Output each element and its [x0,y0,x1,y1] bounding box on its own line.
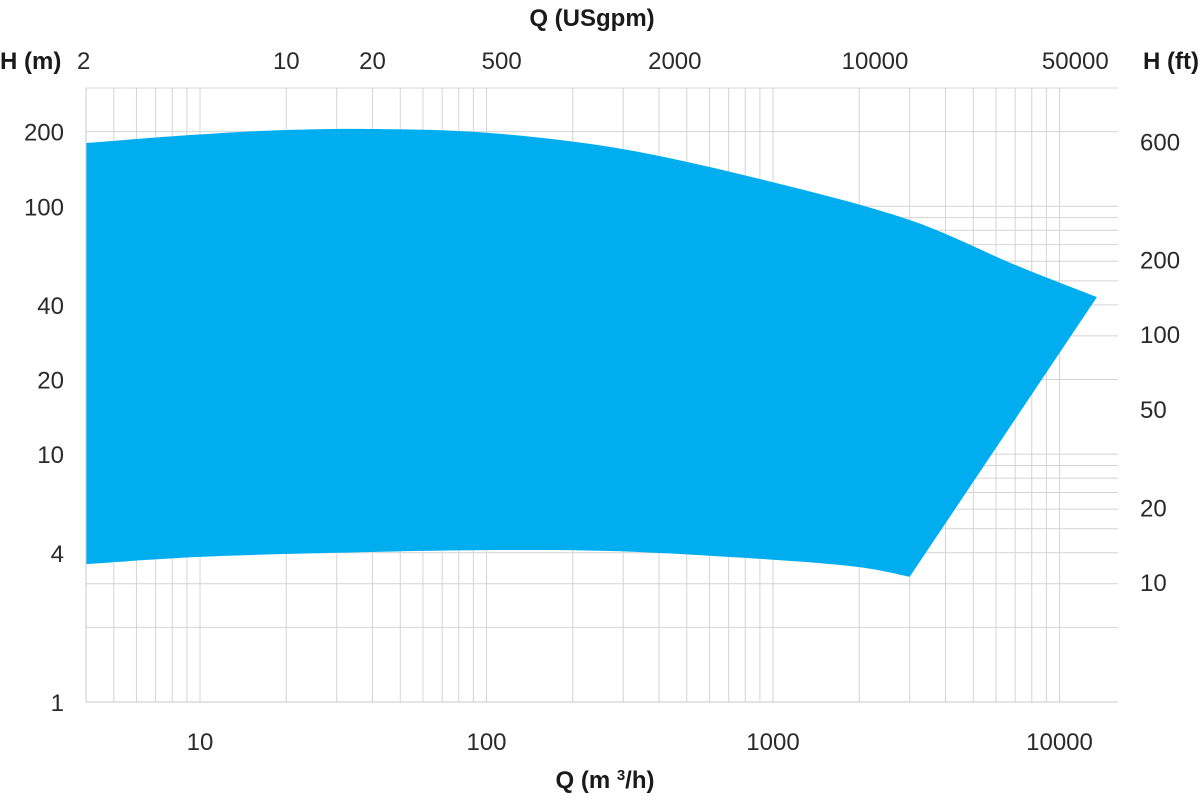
bottom-axis-title-rest: /h) [625,767,654,794]
superscript-three: 3 [617,767,625,784]
plot-frame [85,88,1118,703]
top-tick-label: 10000 [842,48,909,75]
right-tick-label: 10 [1140,570,1167,597]
bottom-axis-title-text: Q (m [555,767,610,794]
right-tick-label: 100 [1140,322,1180,349]
bottom-tick-label: 10 [187,729,214,756]
bottom-tick-label: 100 [466,729,506,756]
tick-labels: 10 100 1000 10000 2 10 20 500 2000 10000 50000 200 1… [24,48,1180,756]
left-tick-label: 40 [37,293,64,320]
left-tick-label: 10 [37,442,64,469]
operating-range-area [86,128,1097,577]
top-tick-label: 2000 [648,48,701,75]
right-axis-title: H (ft) [1143,48,1199,75]
top-tick-label: 500 [482,48,522,75]
right-tick-label: 600 [1140,129,1180,156]
bottom-axis-title: Q (m 3/h) [555,767,654,795]
top-tick-label: 50000 [1042,48,1109,75]
left-tick-label: 200 [24,120,64,147]
top-tick-label: 10 [273,48,300,75]
right-tick-label: 200 [1140,248,1180,275]
left-tick-label: 1 [51,690,64,717]
right-tick-label: 50 [1140,397,1167,424]
left-tick-label: 20 [37,368,64,395]
bottom-tick-label: 10000 [1026,729,1093,756]
right-tick-label: 20 [1140,495,1167,522]
top-tick-label: 20 [359,48,386,75]
top-axis-title: Q (USgpm) [529,5,654,32]
top-tick-label: 2 [77,48,90,75]
left-axis-title: H (m) [0,48,61,75]
bottom-tick-label: 1000 [746,729,799,756]
left-tick-label: 100 [24,194,64,221]
operating-range-area-layer [86,128,1097,577]
left-tick-label: 4 [51,541,64,568]
